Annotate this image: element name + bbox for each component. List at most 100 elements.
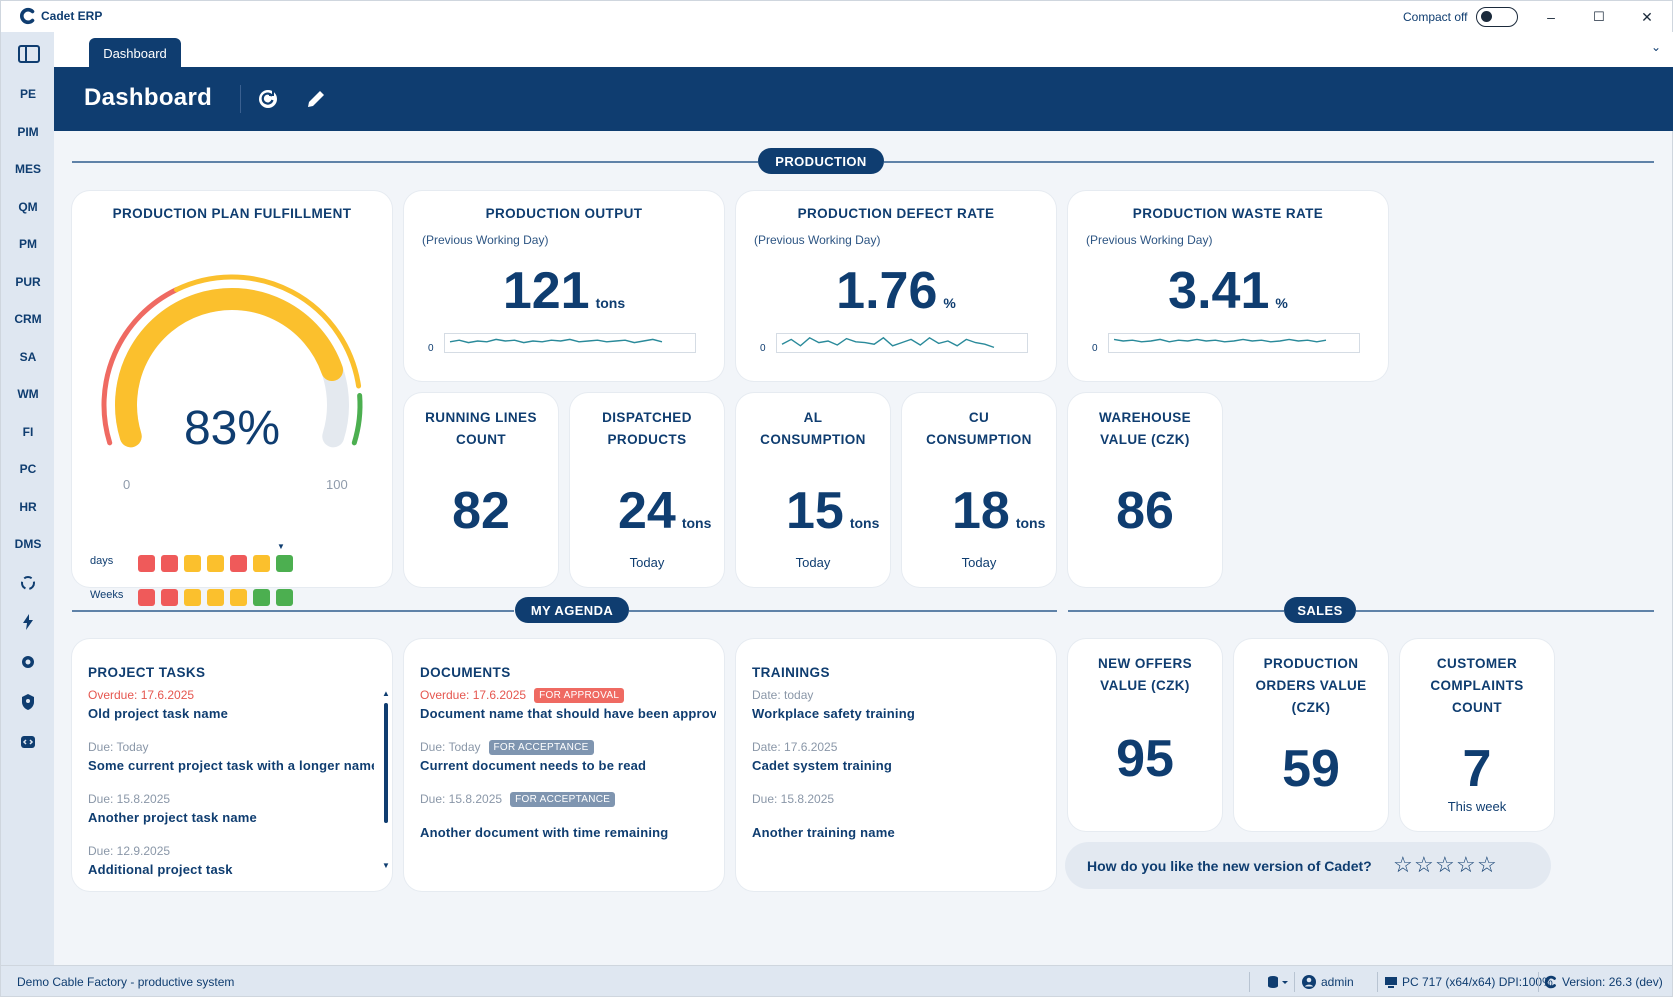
defect-rate-sparkline [776,333,1028,353]
sidebar-item-wm[interactable]: WM [17,387,39,401]
production-output-value-row: 121 tons [404,261,724,321]
production-output-card[interactable]: PRODUCTION OUTPUT (Previous Working Day)… [404,191,724,381]
tab-list-chevron-icon[interactable]: ⌄ [1650,40,1661,54]
minimize-button[interactable]: – [1547,9,1555,25]
sidebar-item-pm[interactable]: PM [19,237,37,251]
project-tasks-title: PROJECT TASKS [88,665,206,680]
refresh-icon[interactable] [256,87,280,111]
list-item[interactable]: Due: Today FOR ACCEPTANCE Current documen… [420,739,720,773]
waste-rate-card[interactable]: PRODUCTION WASTE RATE (Previous Working … [1068,191,1388,381]
scroll-thumb[interactable] [384,703,388,823]
task-due: Due: Today [88,740,149,754]
sidebar-item-pim[interactable]: PIM [17,124,39,139]
cadet-logo-icon [1544,975,1556,989]
document-due-row: Overdue: 17.6.2025 FOR APPROVAL [420,687,716,703]
waste-rate-value: 3.41 [1168,262,1270,320]
list-item[interactable]: Due: 15.8.2025 Another training name [752,791,1052,840]
days-status-dot [184,555,201,572]
dispatched-products-value-row: 24 tons [618,481,711,541]
rating-star-4[interactable]: ☆ [1456,852,1476,877]
production-output-unit: tons [595,295,626,311]
document-due: Due: 15.8.2025 [420,792,503,806]
list-item[interactable]: Due: 15.8.2025 FOR ACCEPTANCE Another doc… [420,791,720,840]
new-offers-title: NEW OFFERS VALUE (CZK) [1098,656,1192,693]
rating-star-2[interactable]: ☆ [1414,852,1434,877]
sparkline-axis-label: 0 [760,343,766,354]
defect-rate-card[interactable]: PRODUCTION DEFECT RATE (Previous Working… [736,191,1056,381]
list-item[interactable]: Due: 15.8.2025 Another project task name [88,791,388,825]
user-icon [1302,975,1316,989]
compact-toggle[interactable] [1476,7,1518,27]
production-output-value: 121 [502,262,590,320]
production-orders-card[interactable]: PRODUCTION ORDERS VALUE (CZK) 59 [1234,639,1388,831]
sidebar-item-mes[interactable]: MES [14,162,41,176]
running-lines-card[interactable]: RUNNING LINES COUNT 82 [404,393,558,587]
bolt-icon[interactable] [18,612,38,632]
warehouse-value-card[interactable]: WAREHOUSE VALUE (CZK) 86 [1068,393,1222,587]
customer-complaints-card[interactable]: CUSTOMER COMPLAINTS COUNT 7 This week [1400,639,1554,831]
sidebar-toggle-icon[interactable] [18,45,40,63]
document-name: Current document needs to be read [420,758,647,773]
scroll-down-arrow-icon[interactable]: ▼ [382,861,390,870]
list-item[interactable]: Due: Today Some current project task wit… [88,739,374,773]
shield-user-icon[interactable] [18,692,38,712]
days-status-dot [253,555,270,572]
new-offers-card[interactable]: NEW OFFERS VALUE (CZK) 95 [1068,639,1222,831]
tab-dashboard[interactable]: Dashboard [89,38,181,68]
sidebar-item-pur[interactable]: PUR [15,274,41,289]
al-consumption-card[interactable]: AL CONSUMPTION 15 tons Today [736,393,890,587]
waste-rate-unit: % [1275,295,1288,311]
dashboard-content: PRODUCTION PRODUCTION PLAN FULFILLMENT 8… [54,131,1673,965]
maximize-button[interactable]: ☐ [1593,9,1605,24]
database-icon[interactable] [1266,974,1290,990]
sidebar: PE PIM MES QM PM PUR CRM SA WM FI PC HR DMS [0,32,54,965]
task-due: Overdue: 17.6.2025 [88,688,195,702]
feedback-bar: How do you like the new version of Cadet… [1065,842,1551,889]
production-output-title: PRODUCTION OUTPUT [485,206,643,221]
sidebar-item-fi[interactable]: FI [22,424,34,439]
gear-icon[interactable] [18,652,38,672]
list-item[interactable]: Overdue: 17.6.2025 Old project task name [88,687,388,721]
code-icon[interactable] [18,732,38,752]
sparkline-axis-label: 0 [1092,343,1098,354]
rating-star-5[interactable]: ☆ [1477,852,1497,877]
list-item[interactable]: Date: 17.6.2025 Cadet system training [752,739,1052,773]
rating-star-1[interactable]: ☆ [1393,852,1413,877]
edit-icon[interactable] [304,87,328,111]
rating-star-3[interactable]: ☆ [1435,852,1455,877]
header-divider [240,85,241,113]
dispatched-products-card[interactable]: DISPATCHED PRODUCTS 24 tons Today [570,393,724,587]
weeks-status-dot [138,589,155,606]
cadet-logo-icon [20,7,35,25]
list-item[interactable]: Due: 12.9.2025 Additional project task [88,843,388,877]
days-status-dot [161,555,178,572]
dispatched-products-value: 24 [618,482,676,540]
cu-consumption-card[interactable]: CU CONSUMPTION 18 tons Today [902,393,1056,587]
defect-rate-subtitle: (Previous Working Day) [754,233,881,247]
current-user[interactable]: admin [1321,975,1354,989]
sidebar-item-sa[interactable]: SA [19,349,37,364]
task-name: Another project task name [88,810,257,825]
sidebar-item-dms[interactable]: DMS [14,537,42,551]
sidebar-item-pc[interactable]: PC [19,462,37,476]
sidebar-item-qm[interactable]: QM [18,199,38,214]
project-tasks-scrollbar[interactable]: ▲ ▼ [382,689,390,871]
recycle-icon[interactable] [18,573,38,593]
sidebar-item-crm[interactable]: CRM [14,312,42,326]
list-item[interactable]: Date: today Workplace safety training [752,687,1052,721]
task-due: Due: 12.9.2025 [88,844,171,858]
documents-card: DOCUMENTS Overdue: 17.6.2025 FOR APPROVAL… [404,639,724,891]
warehouse-value-title: WAREHOUSE VALUE (CZK) [1098,410,1192,447]
weeks-status-dot [184,589,201,606]
plan-fulfillment-card[interactable]: PRODUCTION PLAN FULFILLMENT 83% 0 100 ▼ … [72,191,392,606]
sparkline-frame [444,333,696,353]
status-badge: FOR ACCEPTANCE [488,739,594,755]
sparkline-axis-label: 0 [428,343,434,354]
scroll-up-arrow-icon[interactable]: ▲ [382,689,390,698]
list-item[interactable]: Overdue: 17.6.2025 FOR APPROVAL Document … [420,687,716,721]
close-button[interactable]: ✕ [1641,8,1653,25]
section-divider [72,610,514,612]
sidebar-item-pe[interactable]: PE [19,87,36,101]
sidebar-item-hr[interactable]: HR [19,499,37,514]
page-header: Dashboard [54,67,1673,131]
